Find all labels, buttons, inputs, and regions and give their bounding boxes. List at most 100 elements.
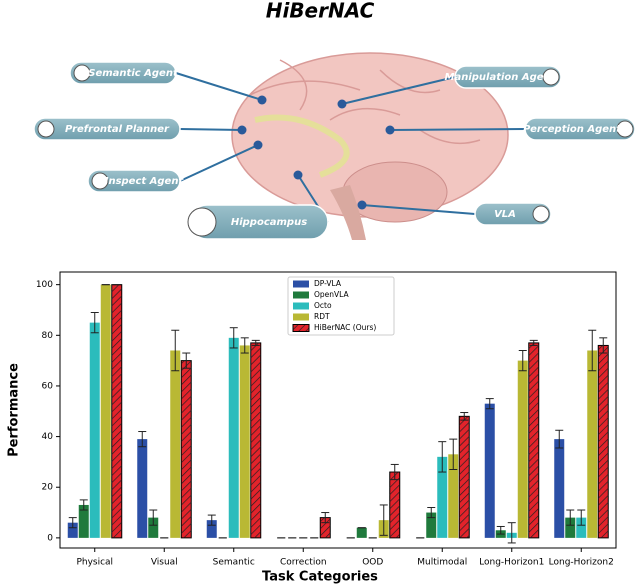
x-tick-label: OOD	[362, 558, 383, 568]
pill	[69, 61, 177, 85]
icon	[187, 207, 217, 237]
error-bar	[240, 337, 249, 354]
bar	[78, 504, 89, 538]
dot	[257, 95, 267, 105]
bar	[484, 403, 495, 538]
error-bar	[485, 398, 494, 410]
icon	[91, 172, 109, 190]
error-bar	[438, 441, 447, 473]
error-bar	[379, 504, 388, 536]
error-bar	[79, 499, 88, 511]
error-bar	[229, 327, 238, 349]
error-bar	[577, 509, 586, 526]
connector	[175, 72, 263, 101]
connector	[389, 128, 526, 131]
agent-node: Hippocampus	[187, 170, 329, 240]
connector	[179, 128, 243, 131]
dot	[237, 125, 247, 135]
legend-label: OpenVLA	[314, 290, 350, 299]
bar	[587, 350, 598, 538]
error-bar	[460, 412, 469, 421]
agent-node: Perception Agent	[385, 117, 636, 141]
agent-label: Perception Agent	[523, 124, 622, 135]
bar	[100, 284, 111, 538]
legend: DP-VLA OpenVLA Octo RDT HiBerNAC (Ours)	[287, 276, 395, 336]
dot	[337, 99, 347, 109]
bar-hatch	[389, 472, 400, 538]
icon	[37, 120, 55, 138]
y-tick-label: 80	[42, 331, 54, 341]
error-bar	[321, 512, 330, 524]
bar	[356, 527, 367, 538]
agent-node: Prefrontal Planner	[33, 117, 247, 141]
dot	[385, 125, 395, 135]
y-tick-label: 0	[47, 533, 53, 543]
bar	[426, 512, 437, 538]
y-axis-label: Performance	[7, 363, 22, 457]
error-bar	[182, 352, 191, 369]
error-bar	[149, 509, 158, 526]
y-tick-label: 20	[42, 483, 54, 493]
bar	[437, 456, 448, 538]
connector	[341, 76, 456, 105]
legend-box	[287, 276, 395, 336]
error-bar	[138, 431, 147, 448]
x-tick-label: Multimodal	[417, 558, 467, 568]
bar	[576, 517, 587, 538]
agent-label: Hippocampus	[231, 217, 307, 228]
bar	[137, 439, 148, 538]
icon	[542, 68, 560, 86]
x-tick-label: Semantic	[213, 558, 255, 568]
error-bar	[427, 506, 436, 519]
y-tick-label: 60	[42, 381, 54, 391]
bar	[565, 517, 576, 538]
legend-swatch	[293, 302, 309, 310]
bar-hatch	[528, 342, 539, 538]
x-tick-label: Correction	[280, 558, 327, 568]
plot-frame	[59, 271, 617, 549]
bar-hatch	[598, 345, 609, 538]
agent-label: Manipulation Agent	[445, 72, 557, 83]
y-tick-label: 40	[42, 432, 54, 442]
bar	[206, 520, 217, 538]
pill	[33, 117, 181, 141]
error-bar	[529, 339, 538, 346]
error-bar	[207, 514, 216, 526]
icon	[616, 120, 634, 138]
legend-label: Octo	[314, 301, 332, 310]
bar-hatch	[320, 517, 331, 538]
bar	[67, 522, 78, 538]
x-axis-label: Task Categories	[262, 570, 378, 584]
icon	[73, 64, 91, 82]
bar	[239, 345, 250, 538]
connector	[361, 204, 476, 215]
x-tick-label: Long-Horizon2	[549, 558, 614, 568]
dot	[253, 140, 263, 150]
legend-swatch	[293, 291, 309, 299]
error-bar	[449, 438, 458, 471]
bar-hatch	[181, 360, 192, 538]
title: HiBerNAC	[266, 0, 375, 23]
error-bar	[251, 339, 260, 346]
bar	[228, 337, 239, 538]
error-bar	[599, 337, 608, 354]
error-bar	[171, 329, 180, 372]
bar	[517, 360, 528, 538]
bar-hatch	[111, 284, 122, 538]
error-bar	[518, 349, 527, 372]
legend-label: DP-VLA	[314, 279, 342, 288]
error-bar	[68, 517, 77, 529]
x-tick-label: Physical	[76, 558, 113, 568]
error-bar	[390, 463, 399, 481]
x-tick-label: Visual	[151, 558, 178, 568]
agent-node: Semantic Agent	[69, 61, 267, 105]
agent-node: Inspect Agent	[87, 140, 263, 193]
error-bar	[496, 525, 505, 535]
pill	[454, 65, 562, 89]
dot	[357, 200, 367, 210]
error-bar	[90, 312, 99, 334]
dot	[293, 170, 303, 180]
bar-hatch	[459, 416, 470, 538]
x-tick-label: Long-Horizon1	[479, 558, 544, 568]
